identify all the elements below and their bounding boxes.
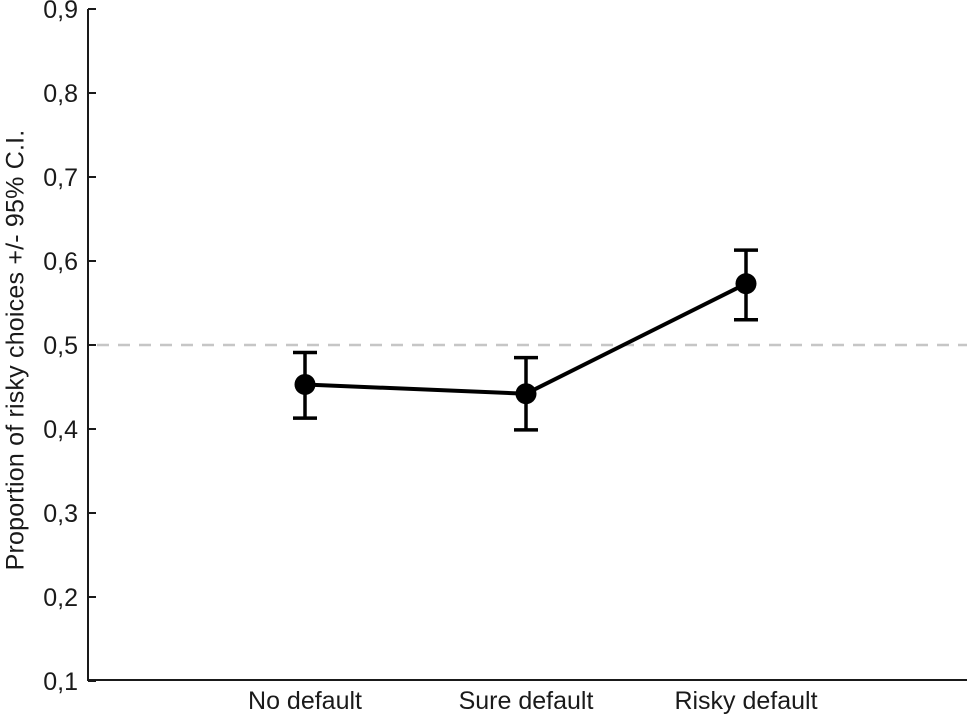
- x-category-label: No default: [248, 687, 362, 715]
- y-tick-label: 0,7: [43, 164, 78, 192]
- y-tick-label: 0,2: [43, 584, 78, 612]
- y-tick-label: 0,6: [43, 248, 78, 276]
- y-tick-label: 0,9: [43, 0, 78, 24]
- x-category-label: Sure default: [459, 687, 594, 715]
- x-category-label: Risky default: [674, 687, 817, 715]
- y-tick-label: 0,8: [43, 80, 78, 108]
- y-tick-label: 0,3: [43, 500, 78, 528]
- y-tick-label: 0,1: [43, 668, 78, 696]
- y-tick-label: 0,5: [43, 332, 78, 360]
- data-point: [515, 383, 537, 405]
- y-tick-label: 0,4: [43, 416, 78, 444]
- y-axis-title: Proportion of risky choices +/- 95% C.I.: [1, 129, 30, 571]
- data-point: [735, 273, 757, 295]
- data-point: [294, 373, 316, 395]
